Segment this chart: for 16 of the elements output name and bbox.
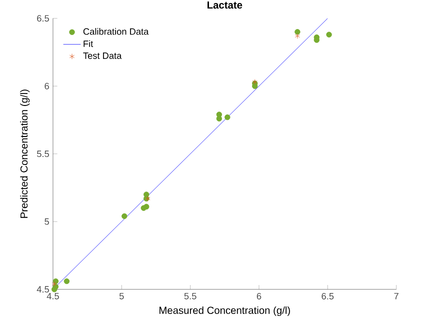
- legend-label: Test Data: [83, 52, 122, 59]
- x-tick-label: 6: [256, 292, 262, 300]
- x-tick-label: 7: [394, 292, 398, 300]
- legend-label: Fit: [84, 40, 94, 47]
- y-tick-label: 6.5: [37, 14, 49, 22]
- x-axis-title: Measured Concentration (g/l): [160, 306, 290, 316]
- legend-label: Calibration Data: [83, 28, 149, 35]
- y-tick-label: 5: [44, 218, 49, 225]
- x-tick-label: 5.5: [184, 292, 196, 300]
- y-tick-label: 5.5: [37, 150, 49, 157]
- y-tick-label: 4.5: [36, 286, 49, 292]
- chart-title: Lactate: [208, 1, 242, 9]
- x-tick-label: 6.5: [322, 292, 334, 300]
- x-tick-label: 5: [119, 292, 124, 300]
- y-tick-label: 6: [44, 82, 49, 90]
- y-axis-title: Predicted Concentration (g/l): [20, 90, 30, 218]
